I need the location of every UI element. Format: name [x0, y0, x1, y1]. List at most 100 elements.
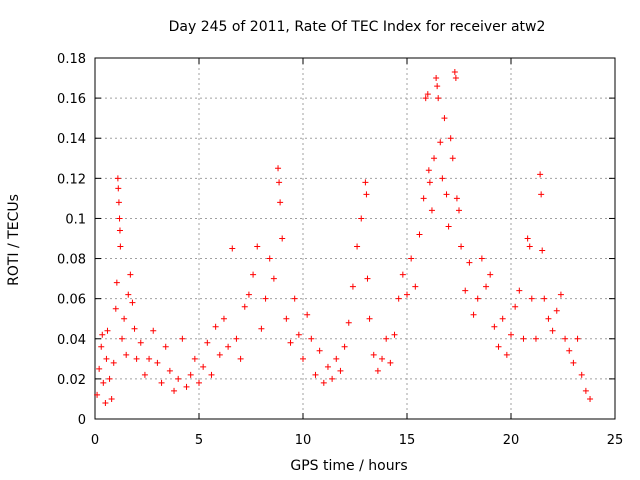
data-point: [487, 271, 494, 278]
chart-title: Day 245 of 2011, Rate Of TEC Index for r…: [169, 19, 546, 35]
data-point: [241, 303, 248, 310]
data-point: [162, 343, 169, 350]
y-tick-labels: 0 0.02 0.04 0.06 0.08 0.1 0.12 0.14 0.16 0.18: [57, 52, 86, 428]
data-point: [115, 199, 122, 206]
data-point: [233, 335, 240, 342]
data-point: [108, 395, 115, 402]
data-point: [363, 191, 370, 198]
data-point: [524, 235, 531, 242]
data-point: [275, 165, 282, 172]
data-point: [96, 365, 103, 372]
x-tick-labels: 0 5 10 15 20 25: [91, 433, 623, 448]
data-point: [225, 343, 232, 350]
data-point: [354, 243, 361, 250]
data-point: [200, 363, 207, 370]
data-point: [587, 395, 594, 402]
data-point: [553, 307, 560, 314]
data-point: [358, 215, 365, 222]
data-point: [582, 387, 589, 394]
data-point: [104, 327, 111, 334]
data-point: [345, 319, 352, 326]
data-point: [150, 327, 157, 334]
x-tick-label: 5: [195, 433, 203, 448]
data-point: [187, 371, 194, 378]
data-point: [258, 325, 265, 332]
data-point: [283, 315, 290, 322]
data-point: [399, 271, 406, 278]
data-point: [366, 315, 373, 322]
data-point: [532, 335, 539, 342]
data-point: [435, 95, 442, 102]
data-point: [466, 259, 473, 266]
data-point: [425, 167, 432, 174]
data-point: [250, 271, 257, 278]
data-point: [383, 335, 390, 342]
data-point: [441, 115, 448, 122]
data-point: [439, 175, 446, 182]
data-point: [276, 179, 283, 186]
data-point: [131, 325, 138, 332]
x-tick-label: 0: [91, 433, 99, 448]
data-point: [451, 69, 458, 76]
data-point: [337, 367, 344, 374]
data-point: [387, 359, 394, 366]
y-tick-label: 0.1: [65, 212, 86, 227]
data-point: [191, 355, 198, 362]
data-point: [491, 323, 498, 330]
data-point: [566, 347, 573, 354]
data-point: [102, 399, 109, 406]
data-point: [262, 295, 269, 302]
data-point: [428, 207, 435, 214]
data-point: [154, 359, 161, 366]
data-point: [114, 175, 121, 182]
data-point: [329, 375, 336, 382]
data-point: [116, 227, 123, 234]
data-point: [431, 155, 438, 162]
data-point: [279, 235, 286, 242]
data-point: [456, 207, 462, 214]
x-tick-label: 10: [295, 433, 312, 448]
y-tick-label: 0.02: [57, 373, 86, 388]
data-point: [254, 243, 261, 250]
data-point: [287, 339, 294, 346]
data-point: [312, 371, 319, 378]
data-point: [291, 295, 298, 302]
data-point: [541, 295, 548, 302]
data-point: [370, 351, 377, 358]
data-point: [578, 371, 585, 378]
data-point: [129, 299, 136, 306]
data-point: [437, 139, 444, 146]
data-point: [106, 375, 113, 382]
data-point: [349, 283, 356, 290]
data-point: [171, 387, 178, 394]
data-point: [474, 295, 481, 302]
x-tick-label: 25: [607, 433, 624, 448]
data-point: [212, 323, 219, 330]
data-point: [99, 331, 106, 338]
data-point: [503, 351, 510, 358]
data-point: [100, 379, 107, 386]
data-point: [110, 359, 117, 366]
data-point: [574, 335, 581, 342]
data-point: [116, 215, 123, 222]
data-point: [499, 315, 506, 322]
data-point: [404, 291, 410, 298]
data-point: [179, 335, 186, 342]
data-point: [452, 75, 459, 82]
axis-ticks: [94, 57, 616, 420]
y-tick-label: 0.18: [57, 52, 86, 67]
data-point: [379, 355, 386, 362]
data-point: [270, 275, 277, 282]
data-point: [245, 291, 252, 298]
data-point: [453, 195, 460, 202]
data-point: [537, 171, 544, 178]
data-point: [549, 327, 556, 334]
grid-lines: [95, 58, 615, 419]
y-tick-label: 0: [78, 413, 86, 428]
data-point: [434, 83, 441, 90]
data-point: [113, 279, 120, 286]
data-point: [528, 295, 535, 302]
data-point: [158, 379, 165, 386]
data-point: [458, 243, 465, 250]
